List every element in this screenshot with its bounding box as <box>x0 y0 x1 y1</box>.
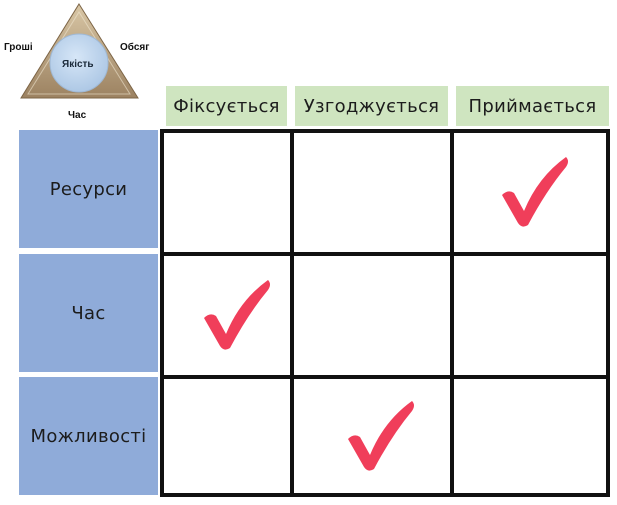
matrix-grid <box>160 129 610 497</box>
triangle-label-scope: Обсяг <box>120 42 150 53</box>
grid-cell <box>160 129 294 256</box>
triangle-label-time: Час <box>68 110 87 121</box>
grid-cell <box>160 252 294 379</box>
triangle-label-quality: Якість <box>62 59 94 70</box>
grid-cell <box>450 375 610 497</box>
column-header-fixed: Фіксується <box>166 86 287 126</box>
column-header-accepted: Приймається <box>456 86 609 126</box>
triangle-label-money: Гроші <box>4 42 33 53</box>
check-mark-icon <box>204 280 270 350</box>
row-header-time: Час <box>19 254 158 372</box>
grid-cell <box>290 375 454 497</box>
check-mark-icon <box>502 157 568 227</box>
project-triangle: Гроші Обсяг Час Якість <box>0 0 160 125</box>
grid-cell <box>160 375 294 497</box>
grid-cell <box>450 129 610 256</box>
row-header-capabilities: Можливості <box>19 377 158 495</box>
triangle-graphic <box>20 3 139 99</box>
column-header-negotiated: Узгоджується <box>295 86 448 126</box>
check-mark-icon <box>348 401 414 471</box>
row-header-resources: Ресурси <box>19 130 158 248</box>
grid-cell <box>290 129 454 256</box>
grid-cell <box>290 252 454 379</box>
grid-cell <box>450 252 610 379</box>
